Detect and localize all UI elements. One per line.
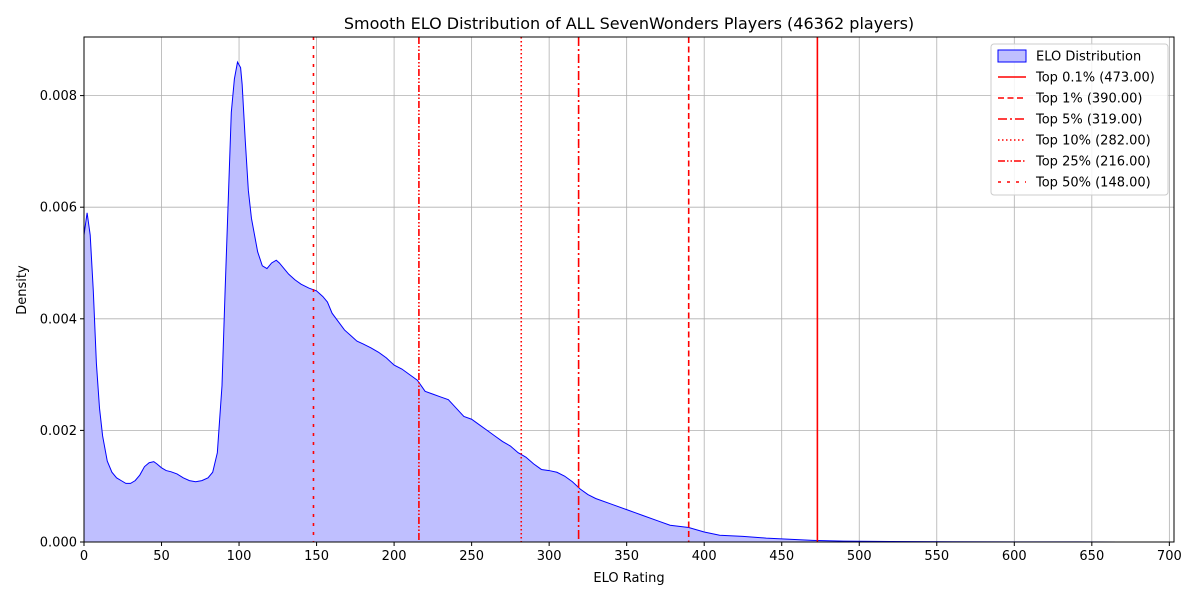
x-axis-label: ELO Rating xyxy=(593,571,664,586)
legend-label: Top 1% (390.00) xyxy=(1035,92,1142,107)
x-tick-label: 100 xyxy=(227,549,252,564)
legend-box xyxy=(990,43,1169,196)
y-tick-label: 0.004 xyxy=(40,312,77,327)
legend-label: Top 50% (148.00) xyxy=(1035,176,1151,191)
density-line xyxy=(83,60,1120,543)
x-tick-label: 450 xyxy=(769,549,794,564)
x-tick-label: 600 xyxy=(1002,549,1027,564)
x-tick-label: 0 xyxy=(80,549,88,564)
y-tick-label: 0.008 xyxy=(40,89,77,104)
x-tick-label: 650 xyxy=(1079,549,1104,564)
legend: ELO Distribution Top 0.1% (473.00) Top 1% … xyxy=(990,43,1169,196)
y-tick-label: 0.002 xyxy=(40,424,77,439)
x-tick-label: 500 xyxy=(847,549,872,564)
y-axis-label: Density xyxy=(15,265,30,315)
chart-title: Smooth ELO Distribution of ALL SevenWond… xyxy=(344,14,914,33)
legend-label: Top 5% (319.00) xyxy=(1035,113,1142,128)
x-tick-label: 300 xyxy=(537,549,562,564)
x-tick-label: 50 xyxy=(153,549,170,564)
legend-swatch-area xyxy=(997,49,1027,63)
x-tick-label: 550 xyxy=(924,549,949,564)
x-tick-label: 250 xyxy=(459,549,484,564)
y-tick-label: 0.006 xyxy=(40,201,77,216)
axes-frame xyxy=(83,36,1175,543)
x-tick-label: 150 xyxy=(304,549,329,564)
x-tick-label: 350 xyxy=(614,549,639,564)
x-tick-label: 400 xyxy=(692,549,717,564)
legend-label: ELO Distribution xyxy=(1036,50,1141,65)
y-tick-label: 0.000 xyxy=(40,536,77,551)
legend-label: Top 0.1% (473.00) xyxy=(1035,71,1155,86)
legend-label: Top 25% (216.00) xyxy=(1035,155,1151,170)
legend-label: Top 10% (282.00) xyxy=(1035,134,1151,149)
density-area xyxy=(84,62,1120,543)
x-tick-label: 200 xyxy=(382,549,407,564)
x-tick-label: 700 xyxy=(1157,549,1182,564)
